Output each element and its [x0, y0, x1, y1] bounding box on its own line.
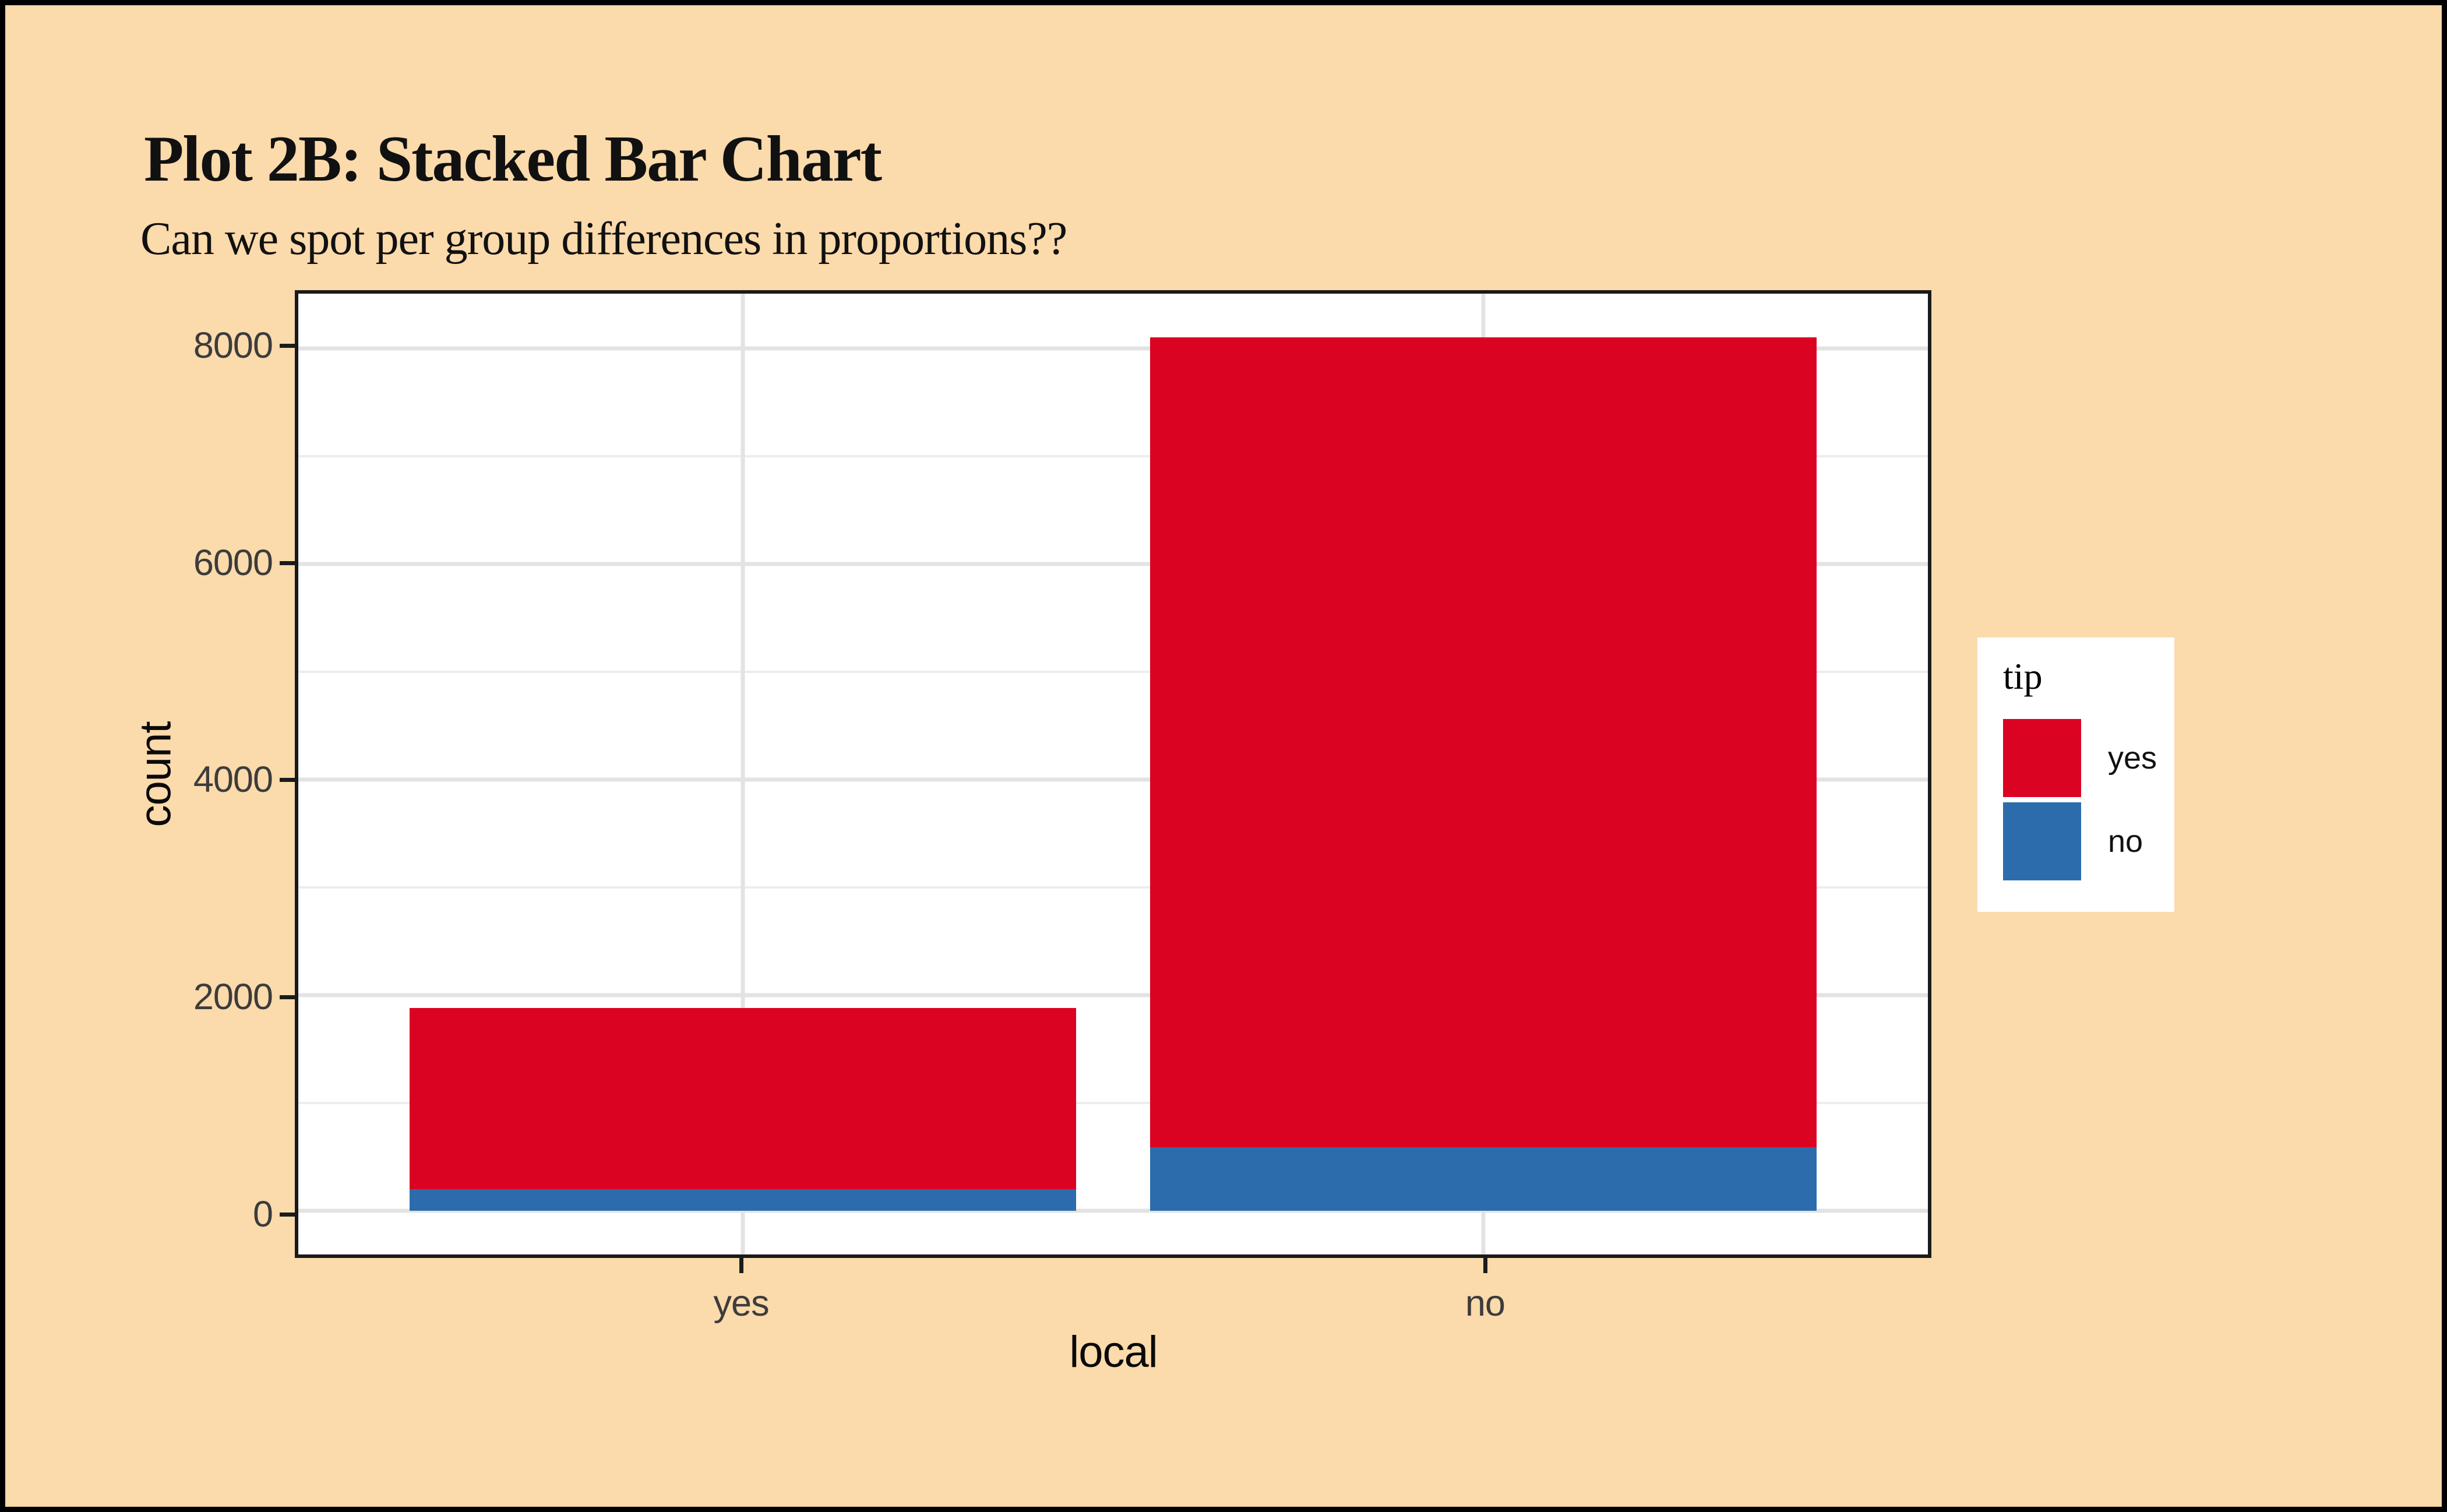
y-major-gridline	[298, 346, 1928, 351]
legend-swatch	[2003, 802, 2081, 880]
y-tick-label: 0	[252, 1193, 273, 1235]
y-minor-gridline	[298, 886, 1928, 889]
x-tick-label: no	[1465, 1283, 1505, 1324]
y-tick-mark	[280, 778, 295, 783]
legend-entry: no	[2003, 802, 2174, 880]
x-tick-label: yes	[713, 1283, 770, 1324]
legend-label: no	[2108, 824, 2143, 859]
bar-segment-no	[1150, 1147, 1817, 1211]
plot-subtitle: Can we spot per group differences in pro…	[140, 213, 1067, 265]
bar-segment-yes	[409, 1008, 1076, 1190]
y-major-gridline	[298, 993, 1928, 998]
y-tick-mark	[280, 344, 295, 348]
y-tick-label: 8000	[193, 325, 273, 366]
bar-segment-yes	[1150, 337, 1817, 1147]
y-tick-mark	[280, 561, 295, 565]
y-tick-label: 6000	[193, 542, 273, 583]
y-tick-mark	[280, 995, 295, 999]
legend-title: tip	[2003, 655, 2043, 697]
plot-title: Plot 2B: Stacked Bar Chart	[144, 123, 882, 195]
y-major-gridline	[298, 562, 1928, 566]
x-tick-mark	[739, 1258, 744, 1273]
y-major-gridline	[298, 1208, 1928, 1213]
y-tick-mark	[280, 1212, 295, 1217]
plot-panel	[295, 290, 1931, 1258]
legend: tip yes no	[1977, 637, 2174, 912]
y-tick-label: 2000	[193, 976, 273, 1017]
bar-segment-no	[409, 1189, 1076, 1211]
legend-label: yes	[2108, 741, 2157, 776]
y-tick-label: 4000	[193, 759, 273, 801]
x-major-gridline	[741, 294, 745, 1254]
y-minor-gridline	[298, 455, 1928, 458]
legend-entry: yes	[2003, 719, 2174, 797]
x-tick-mark	[1483, 1258, 1487, 1273]
y-major-gridline	[298, 777, 1928, 782]
legend-swatch	[2003, 719, 2081, 797]
x-axis-title: local	[1069, 1327, 1158, 1377]
y-minor-gridline	[298, 671, 1928, 674]
y-minor-gridline	[298, 1102, 1928, 1105]
